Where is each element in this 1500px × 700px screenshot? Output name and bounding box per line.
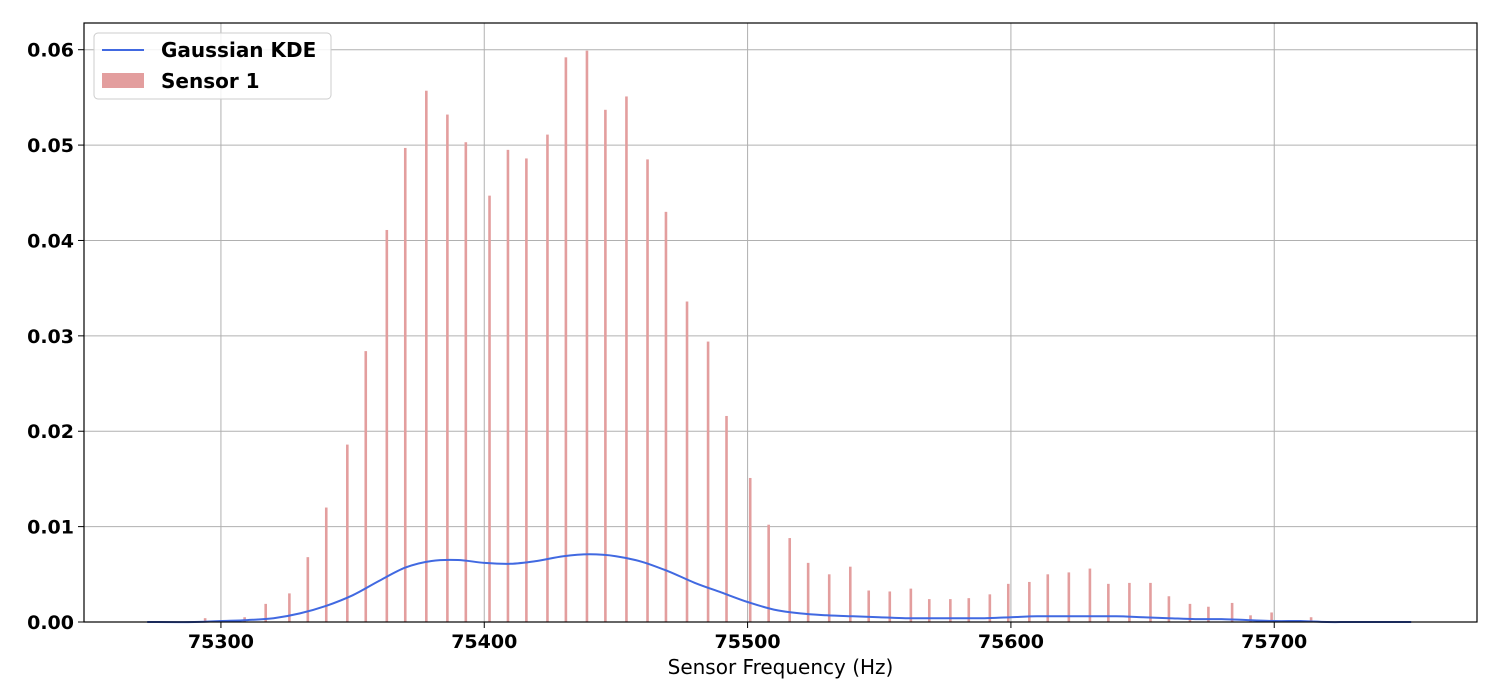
y-tick-label: 0.03	[27, 326, 74, 348]
sensor-1-bar	[385, 229, 389, 622]
sensor-1-bar	[425, 90, 428, 623]
x-tick-label: 75500	[715, 631, 781, 653]
sensor-1-bar	[604, 109, 607, 622]
sensor-1-bar	[685, 301, 689, 622]
sensor-1-bars	[203, 50, 1313, 623]
sensor-1-bar	[988, 594, 992, 622]
sensor-1-bar	[827, 574, 831, 622]
sensor-1-bar	[767, 524, 770, 622]
sensor-1-bar	[1028, 581, 1031, 622]
sensor-1-bar	[1088, 568, 1092, 622]
sensor-1-bar	[1207, 606, 1210, 622]
sensor-1-bar	[488, 195, 491, 622]
plot-frame	[83, 22, 1478, 623]
sensor-1-bar	[203, 618, 207, 622]
sensor-1-bar	[1188, 603, 1192, 622]
sensor-1-bar	[346, 444, 349, 622]
x-tick-label: 75700	[1241, 631, 1307, 653]
sensor-1-bar	[1067, 572, 1071, 622]
sensor-1-bar	[1167, 596, 1171, 622]
sensor-1-bar	[1128, 582, 1131, 622]
x-axis-label: Sensor Frequency (Hz)	[668, 655, 894, 679]
sensor-1-bar	[1006, 583, 1010, 622]
sensor-1-bar	[788, 538, 792, 622]
sensor-1-bar	[748, 477, 752, 622]
sensor-1-bar	[888, 591, 892, 622]
y-tick-label: 0.04	[27, 230, 74, 252]
sensor-1-bar	[525, 158, 528, 622]
sensor-1-bar	[1046, 574, 1050, 622]
sensor-1-bar	[446, 114, 449, 622]
sensor-1-bar	[848, 566, 852, 622]
sensor-1-bar	[1107, 583, 1110, 622]
sensor-1-bar	[264, 603, 267, 622]
legend-sensor-label: Sensor 1	[161, 69, 260, 93]
sensor-1-bar	[927, 599, 931, 622]
sensor-1-bar	[646, 159, 649, 623]
sensor-1-bar	[1270, 612, 1273, 622]
grid-layer	[84, 23, 1477, 623]
gaussian-kde-line	[147, 553, 1412, 624]
sensor-1-bar	[967, 598, 971, 622]
y-tick-label: 0.00	[27, 612, 74, 634]
sensor-1-bar	[464, 142, 468, 622]
sensor-1-bar	[625, 96, 628, 622]
x-tick-label: 75600	[978, 631, 1044, 653]
y-tick-label: 0.01	[27, 517, 74, 539]
kde-line-layer	[147, 553, 1412, 624]
legend: Gaussian KDE Sensor 1	[93, 32, 332, 100]
sensor-1-bar	[288, 593, 291, 622]
legend-sensor-swatch	[102, 73, 144, 88]
sensor-1-bar	[364, 351, 368, 622]
legend-box	[93, 32, 332, 100]
x-tick-label: 75300	[188, 631, 254, 653]
sensor-1-bar	[706, 341, 710, 622]
sensor-1-bar	[664, 211, 668, 622]
sensor-1-bar	[725, 415, 728, 622]
sensor-1-bar	[506, 149, 510, 622]
sensor-1-bar	[306, 557, 310, 622]
sensor-1-bar	[403, 147, 407, 623]
sensor-1-bar	[324, 507, 328, 622]
sensor-1-bar	[1249, 615, 1252, 622]
sensor-1-bar	[546, 134, 549, 622]
legend-kde-label: Gaussian KDE	[161, 38, 316, 62]
y-tick-label: 0.05	[27, 135, 74, 157]
sensor-1-bar	[564, 57, 568, 622]
sensor-1-bar	[1309, 617, 1313, 622]
tick-layer: 0.00 0.01 0.02 0.03 0.04 0.05 0.06 75300 75400 75…	[27, 40, 1307, 653]
y-tick-label: 0.06	[27, 40, 74, 62]
sensor-1-bar	[1149, 582, 1152, 622]
sensor-1-bar	[909, 588, 913, 622]
y-tick-label: 0.02	[27, 421, 74, 443]
sensor-1-bar	[585, 50, 589, 622]
x-tick-label: 75400	[451, 631, 517, 653]
sensor-1-bar	[806, 562, 810, 622]
sensor-1-bar	[1230, 602, 1234, 622]
sensor-1-bar	[949, 599, 952, 622]
sensor-1-bar	[867, 590, 871, 622]
